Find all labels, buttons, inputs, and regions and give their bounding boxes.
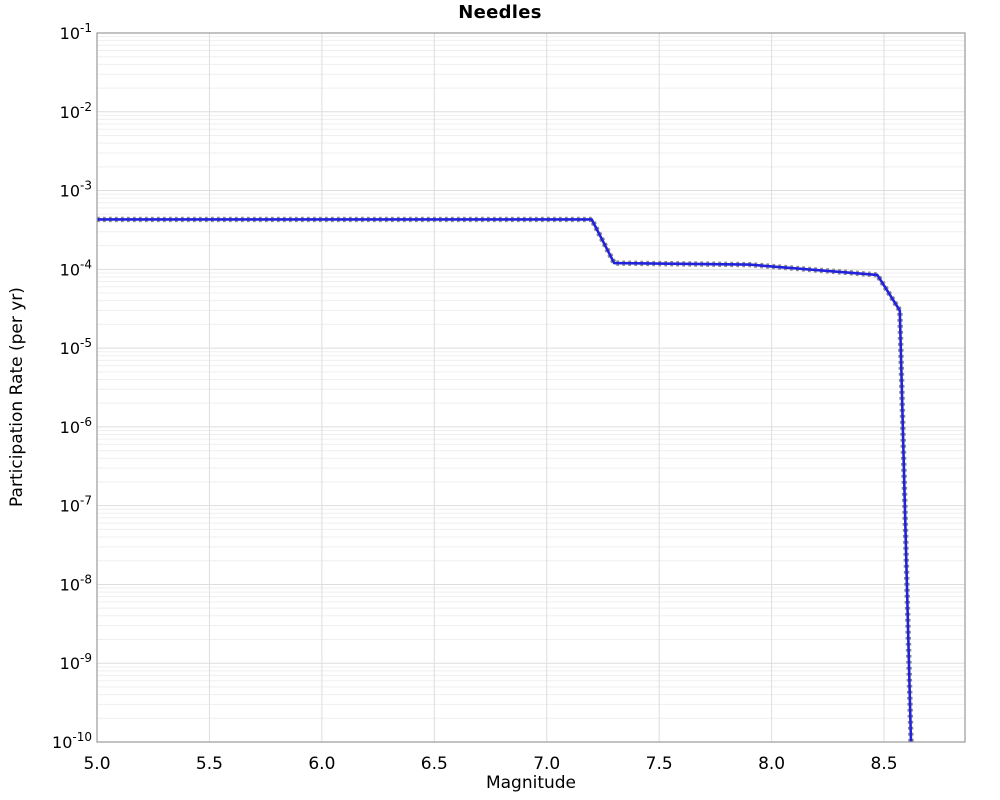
y-axis-label: Participation Rate (per yr) [7, 287, 27, 507]
x-tick-label: 8.5 [871, 754, 898, 774]
y-tick-label: 10-8 [60, 572, 92, 594]
x-tick-label: 7.5 [646, 754, 673, 774]
y-tick-label: 10-2 [60, 100, 92, 122]
plot-border [96, 32, 966, 743]
y-tick-label: 10-10 [52, 730, 92, 752]
x-tick-label: 7.0 [533, 754, 560, 774]
x-axis-label: Magnitude [485, 773, 577, 793]
x-tick-label: 5.0 [83, 754, 110, 774]
x-tick-label: 6.5 [421, 754, 448, 774]
y-tick-label: 10-3 [60, 179, 92, 201]
x-tick-label: 5.5 [196, 754, 223, 774]
x-tick-label: 8.0 [758, 754, 785, 774]
plot-background [97, 33, 965, 742]
y-tick-label: 10-4 [60, 257, 92, 279]
y-tick-label: 10-1 [60, 21, 92, 43]
y-tick-label: 10-7 [60, 494, 92, 516]
y-tick-label: 10-6 [60, 415, 92, 437]
y-tick-label: 10-9 [60, 651, 92, 673]
chart-title: Needles [458, 2, 542, 23]
y-tick-label: 10-5 [60, 336, 92, 358]
x-tick-label: 6.0 [308, 754, 335, 774]
series-line [97, 218, 913, 742]
